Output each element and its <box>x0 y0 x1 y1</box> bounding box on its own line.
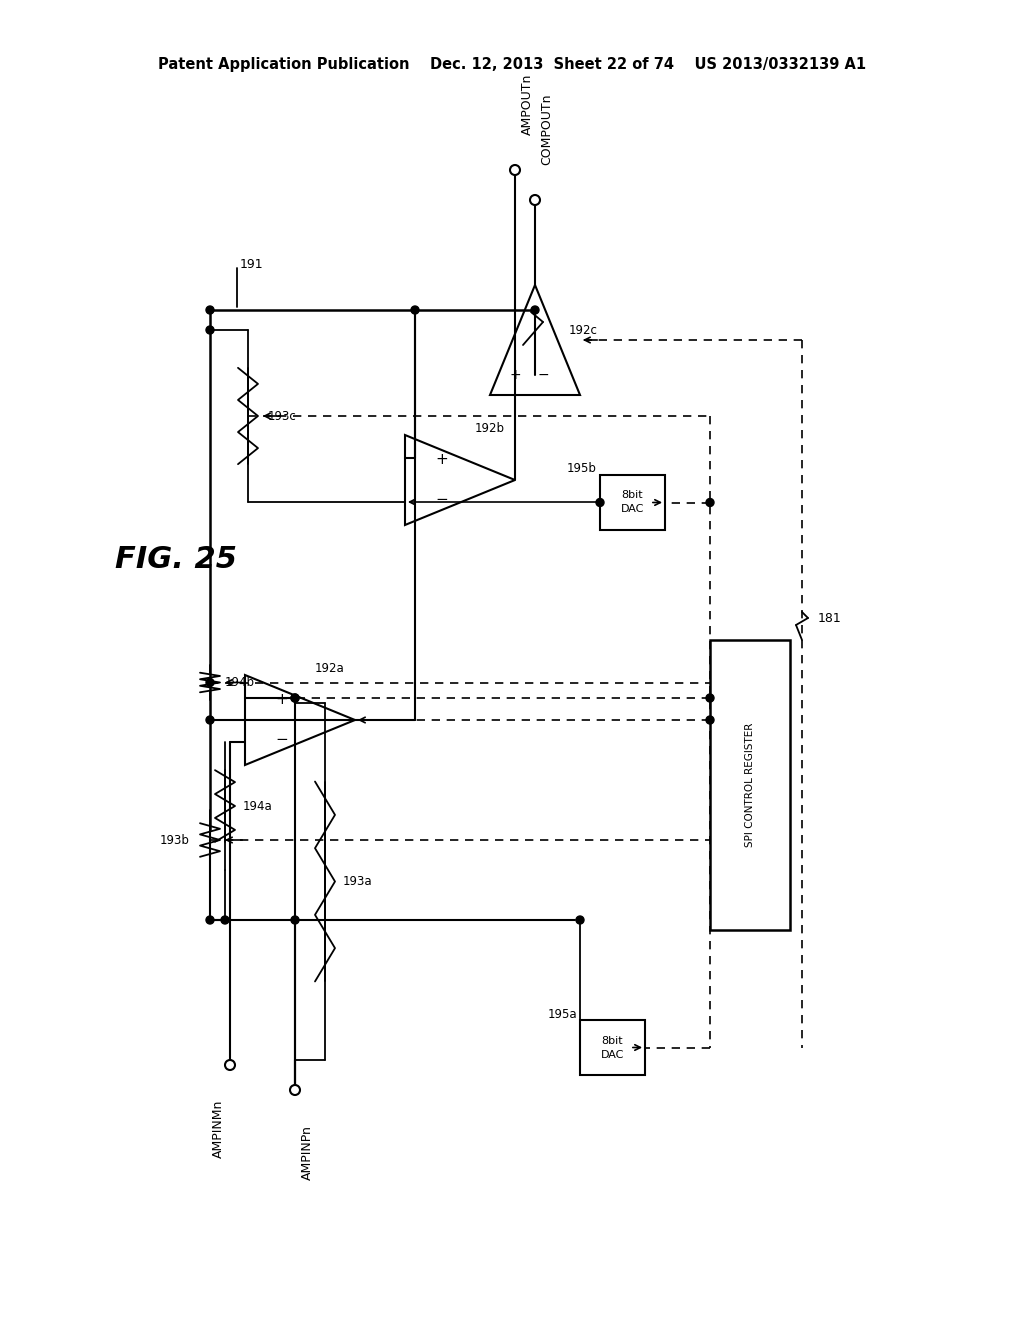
Circle shape <box>225 1060 234 1071</box>
Text: +: + <box>275 693 289 708</box>
Circle shape <box>706 499 714 507</box>
Text: 192c: 192c <box>568 323 597 337</box>
FancyBboxPatch shape <box>600 475 665 531</box>
Text: 194a: 194a <box>243 800 272 813</box>
Circle shape <box>221 916 229 924</box>
Text: 193b: 193b <box>160 833 190 846</box>
Circle shape <box>596 499 604 507</box>
Circle shape <box>706 694 714 702</box>
Text: 8bit: 8bit <box>602 1035 624 1045</box>
Text: 193c: 193c <box>268 409 297 422</box>
Circle shape <box>411 306 419 314</box>
Text: +: + <box>435 453 449 467</box>
Circle shape <box>291 694 299 702</box>
Text: 193a: 193a <box>343 875 373 888</box>
Text: 195a: 195a <box>548 1007 577 1020</box>
Circle shape <box>575 916 584 924</box>
Text: −: − <box>435 492 449 507</box>
Circle shape <box>206 715 214 723</box>
Text: 195b: 195b <box>567 462 597 475</box>
FancyBboxPatch shape <box>710 640 790 931</box>
Text: AMPOUTn: AMPOUTn <box>520 74 534 135</box>
Text: 8bit: 8bit <box>622 491 643 500</box>
Text: AMPINMn: AMPINMn <box>212 1100 224 1159</box>
Circle shape <box>206 916 214 924</box>
Circle shape <box>206 678 214 686</box>
Text: 191: 191 <box>240 259 263 272</box>
Circle shape <box>206 306 214 314</box>
Circle shape <box>531 306 539 314</box>
Text: 194b: 194b <box>225 676 255 689</box>
Text: DAC: DAC <box>601 1049 625 1060</box>
Text: FIG. 25: FIG. 25 <box>115 545 237 574</box>
Text: AMPINPn: AMPINPn <box>300 1125 313 1180</box>
Text: SPI CONTROL REGISTER: SPI CONTROL REGISTER <box>745 723 755 847</box>
Circle shape <box>530 195 540 205</box>
Text: 181: 181 <box>818 611 842 624</box>
Circle shape <box>510 165 520 176</box>
Text: Patent Application Publication    Dec. 12, 2013  Sheet 22 of 74    US 2013/03321: Patent Application Publication Dec. 12, … <box>158 58 866 73</box>
Text: COMPOUTn: COMPOUTn <box>541 94 554 165</box>
Text: DAC: DAC <box>621 504 644 515</box>
Circle shape <box>291 916 299 924</box>
Text: 192b: 192b <box>475 421 505 434</box>
Circle shape <box>706 715 714 723</box>
Text: −: − <box>275 733 289 747</box>
Text: 192a: 192a <box>315 661 345 675</box>
FancyBboxPatch shape <box>580 1020 645 1074</box>
Text: +: + <box>509 368 521 381</box>
Circle shape <box>290 1085 300 1096</box>
Text: −: − <box>538 368 549 381</box>
Circle shape <box>291 694 299 702</box>
Circle shape <box>206 326 214 334</box>
